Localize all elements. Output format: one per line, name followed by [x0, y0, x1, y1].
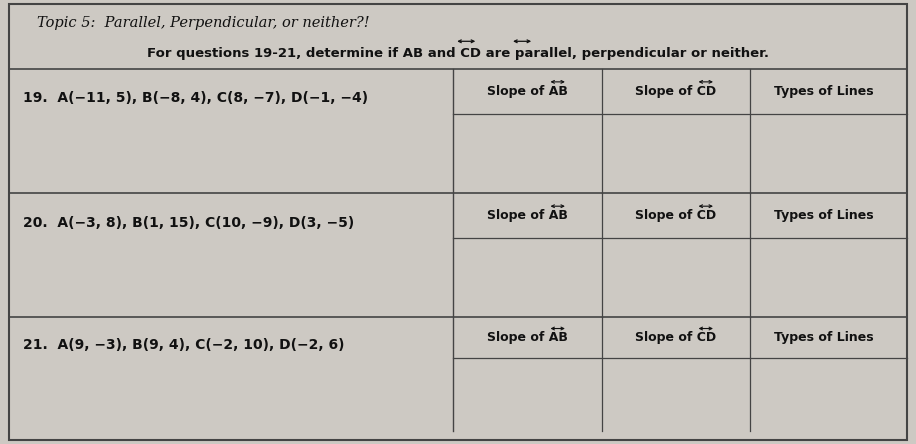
Text: Slope of CD: Slope of CD: [635, 209, 716, 222]
Text: Slope of CD: Slope of CD: [635, 85, 716, 98]
Text: Types of Lines: Types of Lines: [774, 209, 874, 222]
Text: Types of Lines: Types of Lines: [774, 85, 874, 98]
Text: Types of Lines: Types of Lines: [774, 331, 874, 345]
Text: Slope of AB: Slope of AB: [487, 209, 568, 222]
Text: Topic 5:  Parallel, Perpendicular, or neither?!: Topic 5: Parallel, Perpendicular, or nei…: [37, 16, 369, 30]
Text: For questions 19-21, determine if AB and CD are parallel, perpendicular or neith: For questions 19-21, determine if AB and…: [147, 47, 769, 59]
Text: 19.  A(−11, 5), B(−8, 4), C(8, −7), D(−1, −4): 19. A(−11, 5), B(−8, 4), C(8, −7), D(−1,…: [23, 91, 368, 105]
Text: 20.  A(−3, 8), B(1, 15), C(10, −9), D(3, −5): 20. A(−3, 8), B(1, 15), C(10, −9), D(3, …: [23, 215, 354, 230]
Text: Slope of AB: Slope of AB: [487, 331, 568, 345]
Text: Slope of CD: Slope of CD: [635, 331, 716, 345]
Text: Slope of AB: Slope of AB: [487, 85, 568, 98]
Text: 21.  A(9, −3), B(9, 4), C(−2, 10), D(−2, 6): 21. A(9, −3), B(9, 4), C(−2, 10), D(−2, …: [23, 338, 344, 352]
